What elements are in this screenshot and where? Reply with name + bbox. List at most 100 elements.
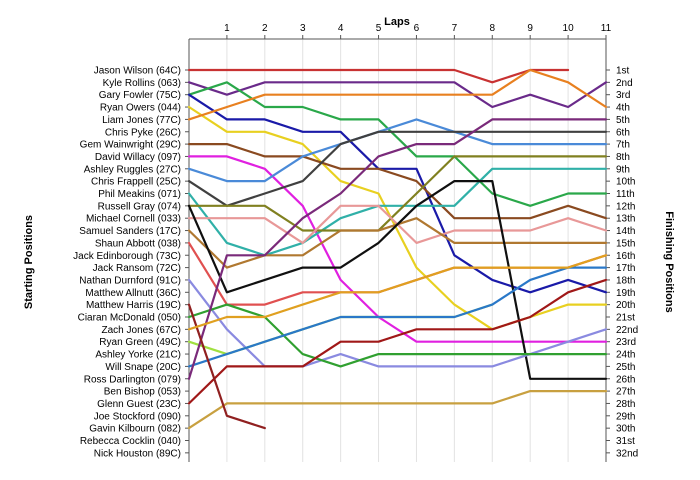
tick-labels: 1 2 3 4 5 6 7 8 9 10 11 Jason Wilson (64C)Kyle Roll…: [73, 23, 638, 459]
series-line: [187, 167, 608, 257]
series-line: [187, 390, 608, 430]
finishing-position-label: 7th: [616, 140, 630, 151]
starting-driver-label: Jack Edinborough (73C): [73, 251, 181, 262]
x-axis-title: Laps: [384, 16, 410, 28]
starting-driver-label: Gavin Kilbourn (082): [89, 424, 181, 435]
finishing-position-label: 23rd: [616, 337, 636, 348]
starting-driver-label: Matthew Harris (19C): [86, 300, 181, 311]
starting-driver-label: Ryan Green (49C): [99, 337, 181, 348]
starting-driver-label: Jason Wilson (64C): [94, 66, 181, 77]
x-tick-label: 7: [452, 23, 458, 34]
finishing-position-label: 11th: [616, 189, 635, 200]
starting-driver-label: Gary Fowler (75C): [99, 90, 181, 101]
series-line: [187, 155, 608, 343]
starting-driver-label: Ross Darlington (079): [84, 374, 181, 385]
starting-driver-label: Gem Wainwright (29C): [80, 140, 181, 151]
x-tick-label: 2: [262, 23, 268, 34]
y-axis-title-right: Finishing Positions: [663, 211, 675, 312]
finishing-position-label: 32nd: [616, 448, 638, 459]
series-line: [187, 278, 608, 368]
finishing-position-label: 4th: [616, 103, 630, 114]
starting-driver-label: Nick Houston (89C): [94, 448, 181, 459]
starting-driver-label: Jack Ransom (72C): [93, 263, 181, 274]
finishing-position-label: 27th: [616, 387, 635, 398]
starting-driver-label: Shaun Abbott (038): [95, 238, 181, 249]
starting-driver-label: Ben Bishop (053): [104, 387, 181, 398]
finishing-position-label: 10th: [616, 177, 635, 188]
starting-driver-label: Michael Cornell (033): [86, 214, 181, 225]
starting-driver-label: Liam Jones (77C): [102, 115, 181, 126]
finishing-position-label: 18th: [616, 275, 635, 286]
series-line: [187, 266, 608, 368]
series-line: [187, 68, 570, 84]
finishing-position-label: 17th: [616, 263, 635, 274]
x-tick-label: 10: [563, 23, 575, 34]
finishing-position-label: 14th: [616, 226, 635, 237]
finishing-position-label: 5th: [616, 115, 630, 126]
finishing-position-label: 20th: [616, 300, 635, 311]
finishing-position-label: 25th: [616, 362, 635, 373]
series-line: [187, 278, 608, 405]
starting-driver-label: Chris Pyke (26C): [105, 127, 181, 138]
starting-driver-label: Ciaran McDonald (050): [78, 313, 181, 324]
series-line: [187, 155, 608, 232]
starting-driver-label: Chris Frappell (25C): [91, 177, 181, 188]
finishing-position-label: 29th: [616, 411, 635, 422]
series-line: [187, 303, 608, 368]
starting-driver-label: Russell Gray (074): [98, 201, 181, 212]
series-line: [187, 143, 608, 220]
series-line: [187, 180, 608, 380]
finishing-position-label: 28th: [616, 399, 635, 410]
series-line: [187, 118, 608, 183]
x-tick-label: 5: [376, 23, 382, 34]
starting-driver-label: Phil Meakins (071): [98, 189, 181, 200]
finishing-position-label: 2nd: [616, 78, 633, 89]
finishing-position-label: 13th: [616, 214, 635, 225]
finishing-position-label: 16th: [616, 251, 635, 262]
finishing-position-label: 24th: [616, 350, 635, 361]
finishing-position-label: 31st: [616, 436, 635, 447]
series-line: [187, 130, 608, 207]
finishing-position-label: 12th: [616, 201, 635, 212]
x-tick-label: 4: [338, 23, 344, 34]
x-tick-label: 1: [224, 23, 230, 34]
starting-driver-label: Rebecca Cocklin (040): [80, 436, 181, 447]
series-line: [187, 254, 608, 331]
starting-driver-label: Glenn Guest (23C): [97, 399, 181, 410]
starting-driver-label: Samuel Sanders (17C): [79, 226, 181, 237]
x-tick-label: 8: [489, 23, 495, 34]
series-line: [187, 81, 608, 109]
series-line: [187, 81, 608, 207]
finishing-position-label: 26th: [616, 374, 635, 385]
finishing-position-label: 19th: [616, 288, 635, 299]
finishing-position-label: 9th: [616, 164, 630, 175]
series-line: [187, 93, 608, 294]
starting-driver-label: Will Snape (20C): [105, 362, 181, 373]
starting-driver-label: Joe Stockford (090): [94, 411, 181, 422]
x-tick-label: 3: [300, 23, 306, 34]
series-line: [187, 303, 266, 430]
starting-driver-label: David Willacy (097): [95, 152, 181, 163]
y-axis-title-left: Starting Positions: [23, 215, 35, 309]
x-tick-label: 6: [414, 23, 420, 34]
starting-driver-label: Zach Jones (67C): [102, 325, 181, 336]
starting-driver-label: Kyle Rollins (063): [103, 78, 181, 89]
series-lines: [187, 68, 608, 430]
finishing-position-label: 21st: [616, 313, 635, 324]
starting-driver-label: Ashley Ruggles (27C): [84, 164, 181, 175]
series-line: [187, 241, 608, 306]
starting-driver-label: Ryan Owers (044): [100, 103, 181, 114]
finishing-position-label: 3rd: [616, 90, 630, 101]
x-tick-label: 9: [527, 23, 533, 34]
series-line: [187, 68, 608, 121]
finishing-position-label: 8th: [616, 152, 630, 163]
series-line: [187, 105, 608, 331]
starting-driver-label: Ashley Yorke (21C): [95, 350, 181, 361]
starting-driver-label: Nathan Durnford (91C): [79, 275, 181, 286]
finishing-position-label: 15th: [616, 238, 635, 249]
finishing-position-label: 22nd: [616, 325, 638, 336]
finishing-position-label: 6th: [616, 127, 630, 138]
finishing-position-label: 1st: [616, 66, 630, 77]
series-line: [187, 118, 608, 380]
